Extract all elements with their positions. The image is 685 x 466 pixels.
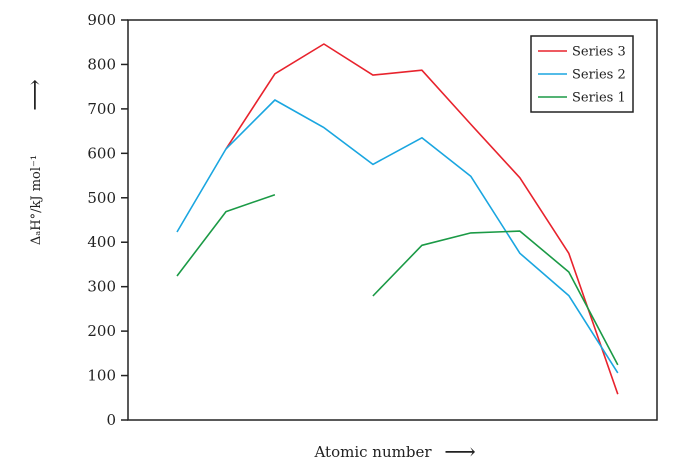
x-axis-title: Atomic number ⟶	[313, 440, 475, 465]
y-tick-label: 0	[106, 411, 116, 429]
series-lines	[176, 43, 619, 395]
series-line-2	[176, 99, 619, 374]
y-tick-label: 700	[87, 100, 116, 118]
series-line-1	[225, 43, 619, 395]
y-tick-label: 600	[87, 144, 116, 162]
legend-label: Series 2	[572, 68, 626, 83]
y-tick-label: 400	[87, 233, 116, 251]
y-tick-label: 800	[87, 55, 116, 73]
y-tick-label: 500	[87, 189, 116, 207]
y-axis-title: ΔₐH°/kJ mol⁻¹ ⟶	[23, 79, 48, 245]
y-axis-arrow: ⟶	[23, 79, 48, 111]
y-axis-label: ΔₐH°/kJ mol⁻¹	[29, 155, 44, 245]
legend-label: Series 3	[572, 45, 626, 60]
y-tick-label: 200	[87, 322, 116, 340]
series-line-3	[176, 193, 619, 366]
plot-frame	[127, 19, 658, 421]
axes: 0 100 200 300 400 500 600 700 800 900	[87, 11, 658, 429]
x-axis-label: Atomic number	[313, 443, 432, 461]
x-axis-arrow: ⟶	[444, 440, 476, 465]
y-tick-label: 100	[87, 367, 116, 385]
legend-label: Series 1	[572, 91, 626, 106]
y-tick-label: 900	[87, 11, 116, 29]
y-tick-label: 300	[87, 278, 116, 296]
legend: Series 3 Series 2 Series 1	[530, 35, 634, 113]
